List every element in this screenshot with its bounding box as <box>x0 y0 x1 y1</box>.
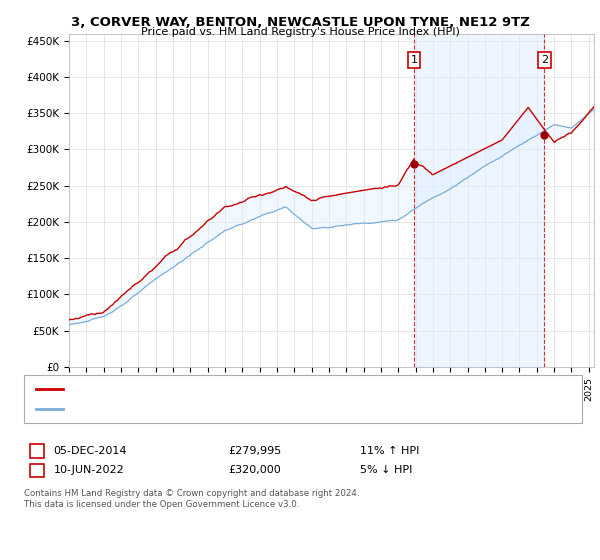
Text: 2: 2 <box>541 55 548 66</box>
Text: HPI: Average price, detached house, North Tyneside: HPI: Average price, detached house, Nort… <box>69 405 316 414</box>
Text: 2: 2 <box>34 465 41 475</box>
Text: 10-JUN-2022: 10-JUN-2022 <box>53 465 124 475</box>
Text: 3, CORVER WAY, BENTON, NEWCASTLE UPON TYNE, NE12 9TZ: 3, CORVER WAY, BENTON, NEWCASTLE UPON TY… <box>71 16 529 29</box>
Text: Price paid vs. HM Land Registry's House Price Index (HPI): Price paid vs. HM Land Registry's House … <box>140 27 460 37</box>
Text: 5% ↓ HPI: 5% ↓ HPI <box>360 465 412 475</box>
Text: 1: 1 <box>410 55 418 66</box>
Text: 3, CORVER WAY, BENTON, NEWCASTLE UPON TYNE, NE12 9TZ (detached house): 3, CORVER WAY, BENTON, NEWCASTLE UPON TY… <box>69 384 449 393</box>
Text: £279,995: £279,995 <box>228 446 281 456</box>
Text: 1: 1 <box>34 446 41 456</box>
Text: 05-DEC-2014: 05-DEC-2014 <box>53 446 127 456</box>
Text: £320,000: £320,000 <box>228 465 281 475</box>
Text: 11% ↑ HPI: 11% ↑ HPI <box>360 446 419 456</box>
Text: Contains HM Land Registry data © Crown copyright and database right 2024.
This d: Contains HM Land Registry data © Crown c… <box>24 489 359 509</box>
